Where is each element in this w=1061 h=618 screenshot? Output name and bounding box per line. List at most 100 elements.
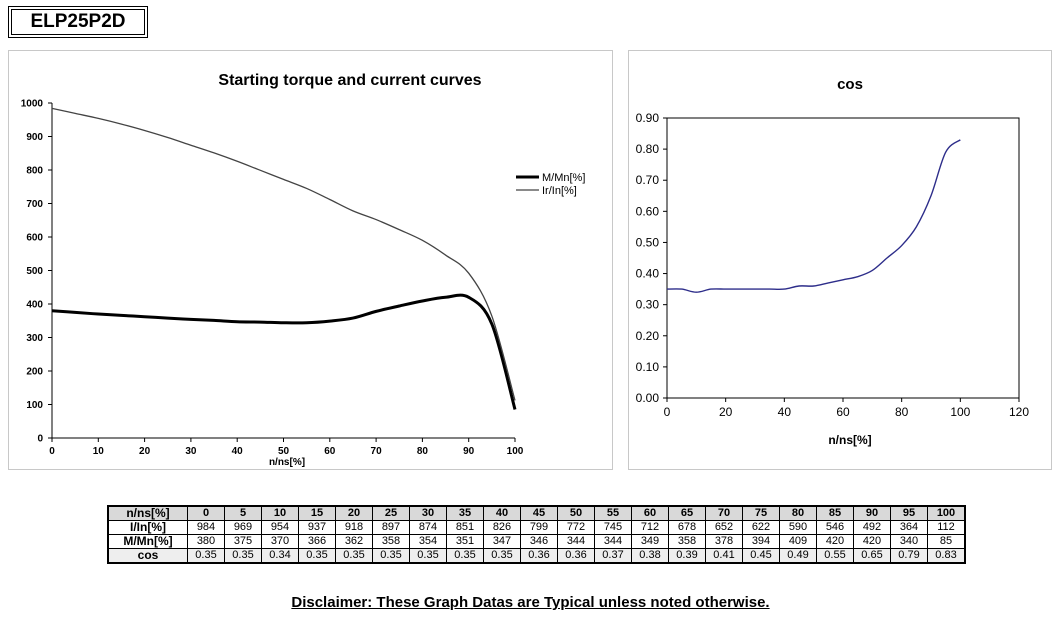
y-tick-label: 0.70 bbox=[636, 173, 660, 187]
table-cell: 364 bbox=[890, 520, 928, 535]
y-tick-label: 700 bbox=[26, 199, 43, 210]
table-cell: 0.45 bbox=[742, 548, 780, 564]
x-tick-label: 80 bbox=[417, 446, 429, 457]
table-cell: 346 bbox=[520, 534, 558, 549]
table-cell: 351 bbox=[446, 534, 484, 549]
table-cell: 344 bbox=[557, 534, 595, 549]
y-tick-label: 0.40 bbox=[636, 267, 660, 281]
table-cell: 85 bbox=[816, 505, 854, 521]
table-cell: 50 bbox=[557, 505, 595, 521]
cos-chart-panel: cos 0.00 0.10 0.20 0.30 0.40 0.50 0.60 0.70 0.80… bbox=[628, 50, 1052, 470]
x-tick-label: 60 bbox=[836, 405, 850, 419]
y-tick-label: 500 bbox=[26, 266, 43, 277]
model-label-box: ELP25P2D bbox=[8, 6, 148, 38]
data-table: n/ns[%] 0 5 10 15 20 25 30 35 40 45 50 55 60 65 70 75 80 8… bbox=[107, 505, 966, 564]
y-tick-label: 100 bbox=[26, 400, 43, 411]
table-cell: 340 bbox=[890, 534, 928, 549]
table-cell: 358 bbox=[668, 534, 706, 549]
table-cell: 0.39 bbox=[668, 548, 706, 564]
table-cell: 0.41 bbox=[705, 548, 743, 564]
table-cell: 984 bbox=[187, 520, 225, 535]
table-cell: 851 bbox=[446, 520, 484, 535]
table-cell: 75 bbox=[742, 505, 780, 521]
table-cell: 354 bbox=[409, 534, 447, 549]
table-cell: 0 bbox=[187, 505, 225, 521]
row-header-cell: cos bbox=[107, 548, 188, 564]
table-cell: 546 bbox=[816, 520, 854, 535]
table-cell: 347 bbox=[483, 534, 521, 549]
table-cell: 55 bbox=[594, 505, 632, 521]
table-cell: 0.79 bbox=[890, 548, 928, 564]
torque-current-chart-panel: Starting torque and current curves 0 100 2… bbox=[8, 50, 613, 470]
x-tick-label: 60 bbox=[324, 446, 336, 457]
table-cell: 0.36 bbox=[520, 548, 558, 564]
y-tick-label: 0.00 bbox=[636, 391, 660, 405]
y-tick-label: 1000 bbox=[21, 99, 44, 110]
table-cell: 5 bbox=[224, 505, 262, 521]
table-cell: 0.34 bbox=[261, 548, 299, 564]
current-series-line bbox=[51, 107, 516, 401]
table-cell: 344 bbox=[594, 534, 632, 549]
table-cell: 378 bbox=[705, 534, 743, 549]
x-tick-label: 100 bbox=[507, 446, 524, 457]
table-cell: 80 bbox=[779, 505, 817, 521]
row-header-cell: n/ns[%] bbox=[107, 505, 188, 521]
table-cell: 0.35 bbox=[372, 548, 410, 564]
x-tick-label: 80 bbox=[895, 405, 909, 419]
table-cell: 678 bbox=[668, 520, 706, 535]
table-cell: 918 bbox=[335, 520, 373, 535]
table-cell: 20 bbox=[335, 505, 373, 521]
x-tick-label: 120 bbox=[1009, 405, 1029, 419]
x-tick-label: 40 bbox=[232, 446, 244, 457]
x-tick-label: 90 bbox=[463, 446, 475, 457]
y-tick-label: 0.90 bbox=[636, 111, 660, 125]
x-tick-label: 0 bbox=[664, 405, 671, 419]
table-cell: 590 bbox=[779, 520, 817, 535]
y-tick-label: 0 bbox=[37, 434, 43, 445]
table-cell: 95 bbox=[890, 505, 928, 521]
table-cell: 0.49 bbox=[779, 548, 817, 564]
table-row: cos 0.35 0.35 0.34 0.35 0.35 0.35 0.35 0.35 0.35 0… bbox=[107, 548, 966, 564]
table-cell: 409 bbox=[779, 534, 817, 549]
table-cell: 874 bbox=[409, 520, 447, 535]
table-cell: 112 bbox=[927, 520, 966, 535]
legend-entry: M/Mn[%] bbox=[542, 172, 585, 184]
table-cell: 60 bbox=[631, 505, 669, 521]
plot-area-frame bbox=[666, 117, 1020, 399]
chart-title: Starting torque and current curves bbox=[218, 72, 481, 89]
y-tick-label: 800 bbox=[26, 166, 43, 177]
table-cell: 85 bbox=[927, 534, 966, 549]
table-cell: 0.35 bbox=[224, 548, 262, 564]
x-axis-label: n/ns[%] bbox=[828, 433, 871, 447]
table-cell: 0.35 bbox=[298, 548, 336, 564]
table-cell: 380 bbox=[187, 534, 225, 549]
disclaimer: Disclaimer: These Graph Datas are Typica… bbox=[291, 594, 770, 611]
table-cell: 394 bbox=[742, 534, 780, 549]
table-cell: 358 bbox=[372, 534, 410, 549]
table-cell: 375 bbox=[224, 534, 262, 549]
table-row: I/In[%] 984 969 954 937 918 897 874 851 826 799 772… bbox=[107, 520, 966, 535]
y-tick-label: 0.50 bbox=[636, 235, 660, 249]
table-cell: 40 bbox=[483, 505, 521, 521]
row-header-cell: M/Mn[%] bbox=[107, 534, 188, 549]
y-tick-label: 600 bbox=[26, 233, 43, 244]
table-cell: 0.36 bbox=[557, 548, 595, 564]
table-cell: 35 bbox=[446, 505, 484, 521]
table-cell: 349 bbox=[631, 534, 669, 549]
y-tick-label: 0.30 bbox=[636, 298, 660, 312]
table-row: M/Mn[%] 380 375 370 366 362 358 354 351 347 346 344… bbox=[107, 534, 966, 549]
x-tick-label: 30 bbox=[185, 446, 197, 457]
table-cell: 0.35 bbox=[446, 548, 484, 564]
x-axis-label: n/ns[%] bbox=[269, 457, 305, 468]
cos-chart: cos 0.00 0.10 0.20 0.30 0.40 0.50 0.60 0.70 0.80… bbox=[636, 76, 1030, 447]
table-cell: 65 bbox=[668, 505, 706, 521]
row-header-cell: I/In[%] bbox=[107, 520, 188, 535]
table-cell: 0.35 bbox=[483, 548, 521, 564]
table-cell: 100 bbox=[927, 505, 966, 521]
table-cell: 0.83 bbox=[927, 548, 966, 564]
table-cell: 0.35 bbox=[335, 548, 373, 564]
table-cell: 745 bbox=[594, 520, 632, 535]
table-cell: 70 bbox=[705, 505, 743, 521]
table-cell: 712 bbox=[631, 520, 669, 535]
x-tick-label: 100 bbox=[950, 405, 970, 419]
